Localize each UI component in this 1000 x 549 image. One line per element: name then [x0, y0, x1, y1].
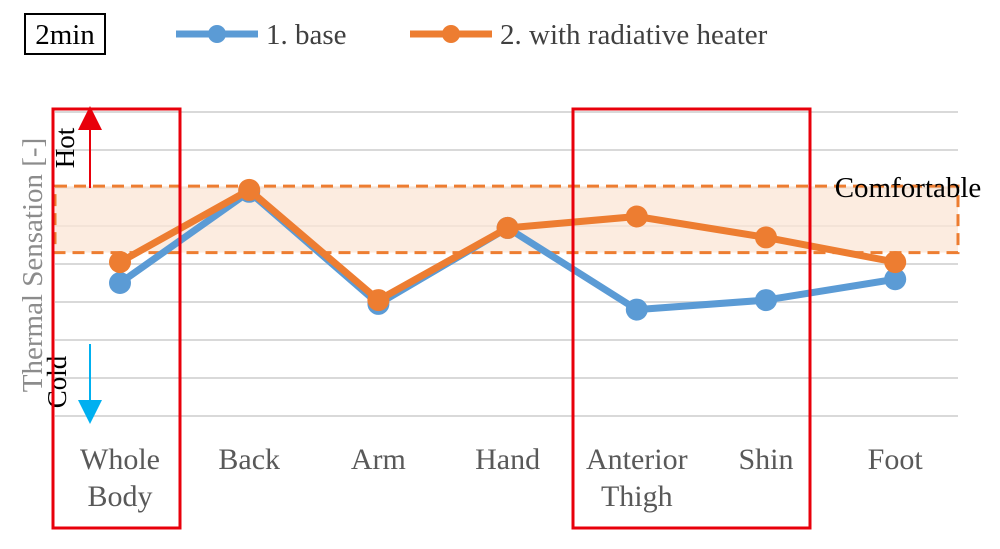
hot-label: Hot	[50, 127, 80, 168]
legend-label-heater: 2. with radiative heater	[500, 19, 768, 51]
data-point	[238, 178, 261, 201]
data-point	[367, 289, 390, 312]
legend-marker-base	[208, 25, 226, 43]
data-point	[109, 251, 131, 274]
series-layer	[109, 178, 907, 321]
data-point	[755, 226, 777, 249]
category-labels: Whole Body Back Arm Hand Anterior Thigh Shin Foo…	[80, 443, 923, 513]
category-label: Body	[87, 480, 152, 513]
legend-marker-heater	[442, 25, 460, 43]
category-label: Thigh	[601, 480, 673, 513]
data-point	[109, 272, 131, 294]
legend-label-base: 1. base	[266, 19, 347, 51]
data-point	[884, 268, 907, 291]
cold-arrow-icon	[78, 400, 102, 424]
legend: 1. base 2. with radiative heater	[176, 19, 768, 51]
highlight-box-whole-body	[51, 107, 182, 530]
data-point	[496, 216, 519, 239]
comfort-label: Comfortable	[835, 172, 982, 204]
category-label: Whole	[80, 443, 160, 476]
cold-label: Cold	[42, 355, 72, 408]
data-point	[884, 251, 907, 274]
category-label: Back	[218, 443, 280, 476]
data-point	[625, 205, 648, 228]
gridlines	[55, 111, 958, 417]
category-label: Anterior	[586, 443, 688, 476]
category-label: Shin	[738, 443, 793, 476]
category-label: Foot	[868, 443, 924, 476]
data-point	[625, 298, 648, 321]
y-axis-title: Thermal Sensation [-]	[17, 138, 49, 392]
time-label-box	[24, 13, 106, 55]
data-point	[755, 289, 777, 312]
category-label: Arm	[351, 443, 406, 476]
time-label: 2min	[35, 19, 95, 51]
highlight-box-thigh-shin	[571, 107, 812, 530]
series-2	[109, 178, 907, 312]
hot-arrow-icon	[78, 106, 102, 130]
category-label: Hand	[475, 443, 540, 476]
